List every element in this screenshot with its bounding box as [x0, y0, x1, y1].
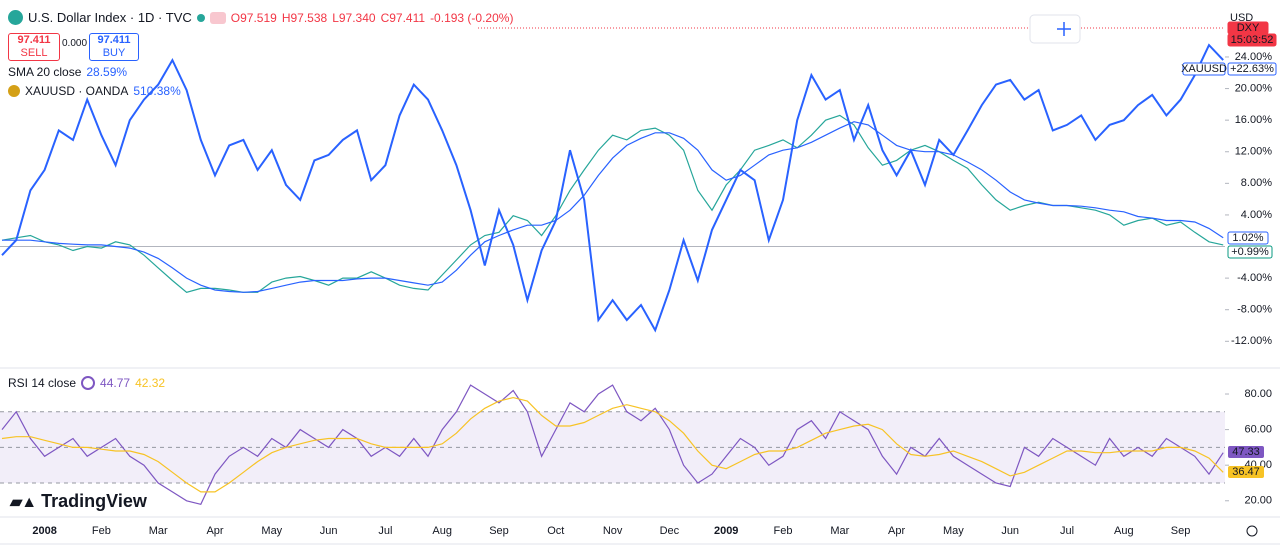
crosshair-icon [1057, 22, 1071, 36]
buy-price: 97.411 [97, 34, 131, 46]
y-tick-label: 24.00% [1235, 51, 1273, 63]
legend-name: RSI 14 close [8, 376, 77, 390]
legend-value: 28.59% [86, 65, 128, 79]
x-tick-label: Mar [149, 525, 168, 537]
legend-name: SMA 20 close [8, 65, 82, 79]
price-tag: 1.02% [1232, 232, 1263, 244]
price-tag: DXY [1237, 22, 1260, 34]
sell-button[interactable]: 97.411 SELL [8, 33, 60, 61]
x-tick-label: Apr [888, 525, 905, 537]
legend-value: 510.38% [133, 84, 181, 98]
x-tick-label: 2009 [714, 525, 738, 537]
logo-text: TradingView [41, 491, 147, 511]
symbol-title: U.S. Dollar Index · 1D · TVC [28, 10, 192, 25]
legend-value: 44.77 [100, 376, 131, 390]
y-tick-label: -4.00% [1237, 272, 1272, 284]
y-tick-label: 8.00% [1241, 177, 1272, 189]
x-tick-label: Jun [320, 525, 338, 537]
price-tag-box [1227, 231, 1269, 245]
rsi-tag: 47.33 [1232, 446, 1260, 458]
symbol-icon [8, 10, 23, 25]
logo: ▰▲ TradingView [10, 491, 147, 512]
series-line [1, 114, 1224, 293]
xau-icon [8, 85, 20, 97]
x-tick-label: Dec [660, 525, 680, 537]
sma-legend: SMA 20 close 28.59% [8, 65, 127, 79]
x-tick-label: May [943, 525, 964, 537]
rsi-tag-box [1228, 466, 1264, 478]
sell-label: SELL [20, 47, 48, 59]
x-tick-label: Sep [1171, 525, 1191, 537]
x-tick-label: Aug [432, 525, 452, 537]
legend-value: 42.32 [135, 376, 166, 390]
x-tick-label: Feb [774, 525, 793, 537]
buy-label: BUY [102, 47, 126, 59]
spread: 0.000 [62, 38, 88, 49]
price-tag: 15:03:52 [1231, 34, 1274, 46]
level-band [0, 411, 1225, 483]
header-row: U.S. Dollar Index · 1D · TVC O97.519 H97… [8, 10, 513, 25]
sell-price: 97.411 [17, 34, 51, 46]
x-tick-label: Jul [1060, 525, 1074, 537]
x-tick-label: Sep [489, 525, 509, 537]
rsi-tag: 36.47 [1232, 466, 1260, 478]
logo-mark: ▰▲ [10, 493, 37, 511]
price-tag: +22.63% [1230, 63, 1274, 75]
y-tick-label: 4.00% [1241, 209, 1272, 221]
rsi-tag-box [1228, 446, 1264, 458]
legend-name: XAUUSD · OANDA [25, 84, 129, 98]
price-tag-box [1227, 33, 1277, 47]
series-line [1, 396, 1224, 493]
y-tick-label: 16.00% [1235, 114, 1273, 126]
x-tick-label: 2008 [32, 525, 56, 537]
x-tick-label: Jul [378, 525, 392, 537]
settings-icon [1246, 525, 1258, 537]
series-line [2, 121, 1224, 293]
y-tick-label: 12.00% [1235, 146, 1273, 158]
rsi-icon [81, 376, 96, 390]
ohlc-open: O97.519 [230, 10, 277, 25]
price-tag: XAUUSD [1181, 63, 1227, 75]
currency[interactable]: USD [1230, 12, 1254, 24]
x-tick-label: Aug [1114, 525, 1134, 537]
price-tag-box [1227, 62, 1277, 76]
ohlc-change: -0.193 (-0.20%) [430, 10, 514, 25]
x-tick-label: Mar [830, 525, 849, 537]
x-tick-label: May [261, 525, 282, 537]
status-badge [209, 11, 226, 24]
x-tick-label: Jun [1001, 525, 1019, 537]
buy-button[interactable]: 97.411 BUY [89, 33, 139, 61]
y-tick-label: 20.00 [1244, 495, 1272, 507]
x-tick-label: Feb [92, 525, 111, 537]
series-line [1, 43, 1224, 333]
status-dot [196, 13, 205, 22]
ohlc-high: H97.538 [281, 10, 328, 25]
y-tick-label: 60.00 [1244, 424, 1272, 436]
price-tag-box [1182, 62, 1226, 76]
x-tick-label: Oct [547, 525, 564, 537]
price-tag: +0.99% [1231, 246, 1269, 258]
drag-handle [1029, 14, 1081, 44]
ohlc-close: C97.411 [380, 10, 426, 25]
y-tick-label: -12.00% [1231, 335, 1272, 347]
y-tick-label: 80.00 [1244, 388, 1272, 400]
y-tick-label: -8.00% [1237, 304, 1272, 316]
series-line [1, 384, 1224, 506]
rsi-legend: RSI 14 close 44.77 42.32 [8, 376, 165, 390]
xau-legend: XAUUSD · OANDA 510.38% [8, 84, 181, 98]
x-tick-label: Nov [603, 525, 623, 537]
ohlc-low: L97.340 [332, 10, 376, 25]
price-tag-box [1227, 245, 1273, 259]
y-tick-label: 20.00% [1235, 82, 1273, 94]
x-tick-label: Apr [206, 525, 223, 537]
